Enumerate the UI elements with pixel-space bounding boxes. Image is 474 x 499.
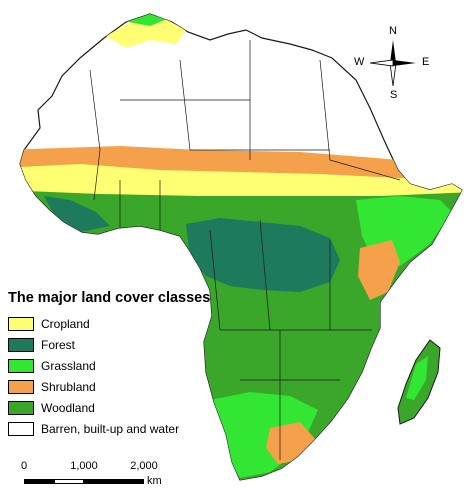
- sahel-cropland-zone: [20, 164, 462, 196]
- compass-icon: [369, 40, 416, 87]
- legend-item-forest: Forest: [8, 334, 238, 355]
- legend-item-grassland: Grassland: [8, 355, 238, 376]
- scale-unit: km: [147, 475, 162, 487]
- compass-rose: N S E W: [354, 26, 429, 101]
- grassland-swatch: [8, 358, 34, 373]
- scale-segment: [54, 479, 84, 484]
- compass-east-label: E: [422, 56, 430, 68]
- woodland-swatch: [8, 400, 34, 415]
- legend-item-barren: Barren, built-up and water: [8, 418, 238, 439]
- legend-label: Forest: [41, 337, 76, 352]
- scale-bar: 0 1,000 2,000 km: [16, 460, 206, 496]
- east-africa-shrubland-zone: [358, 240, 400, 300]
- scale-tick-label: 1,000: [70, 460, 98, 472]
- map-legend: The major land cover classes Cropland Fo…: [8, 290, 238, 439]
- shrubland-swatch: [8, 379, 34, 394]
- scale-segment: [84, 479, 144, 484]
- forest-swatch: [8, 337, 34, 352]
- legend-item-shrubland: Shrubland: [8, 376, 238, 397]
- legend-label: Shrubland: [41, 379, 96, 394]
- scale-tick-label: 2,000: [130, 460, 158, 472]
- legend-title: The major land cover classes: [8, 290, 211, 306]
- compass-south-label: S: [390, 89, 398, 101]
- scale-tick-label: 0: [20, 460, 28, 472]
- madagascar-grassland: [406, 356, 428, 400]
- legend-item-cropland: Cropland: [8, 313, 238, 334]
- compass-north-label: N: [389, 25, 397, 37]
- legend-label: Cropland: [41, 316, 90, 331]
- legend-label: Grassland: [41, 358, 96, 373]
- legend-label: Barren, built-up and water: [41, 421, 180, 436]
- scale-segment: [24, 479, 54, 484]
- legend-item-woodland: Woodland: [8, 397, 238, 418]
- north-africa-cropland-zone: [106, 16, 186, 48]
- legend-label: Woodland: [41, 400, 95, 415]
- compass-west-label: W: [354, 56, 365, 68]
- cropland-swatch: [8, 316, 34, 331]
- country-borders: [89, 40, 401, 460]
- barren-swatch: [8, 421, 34, 436]
